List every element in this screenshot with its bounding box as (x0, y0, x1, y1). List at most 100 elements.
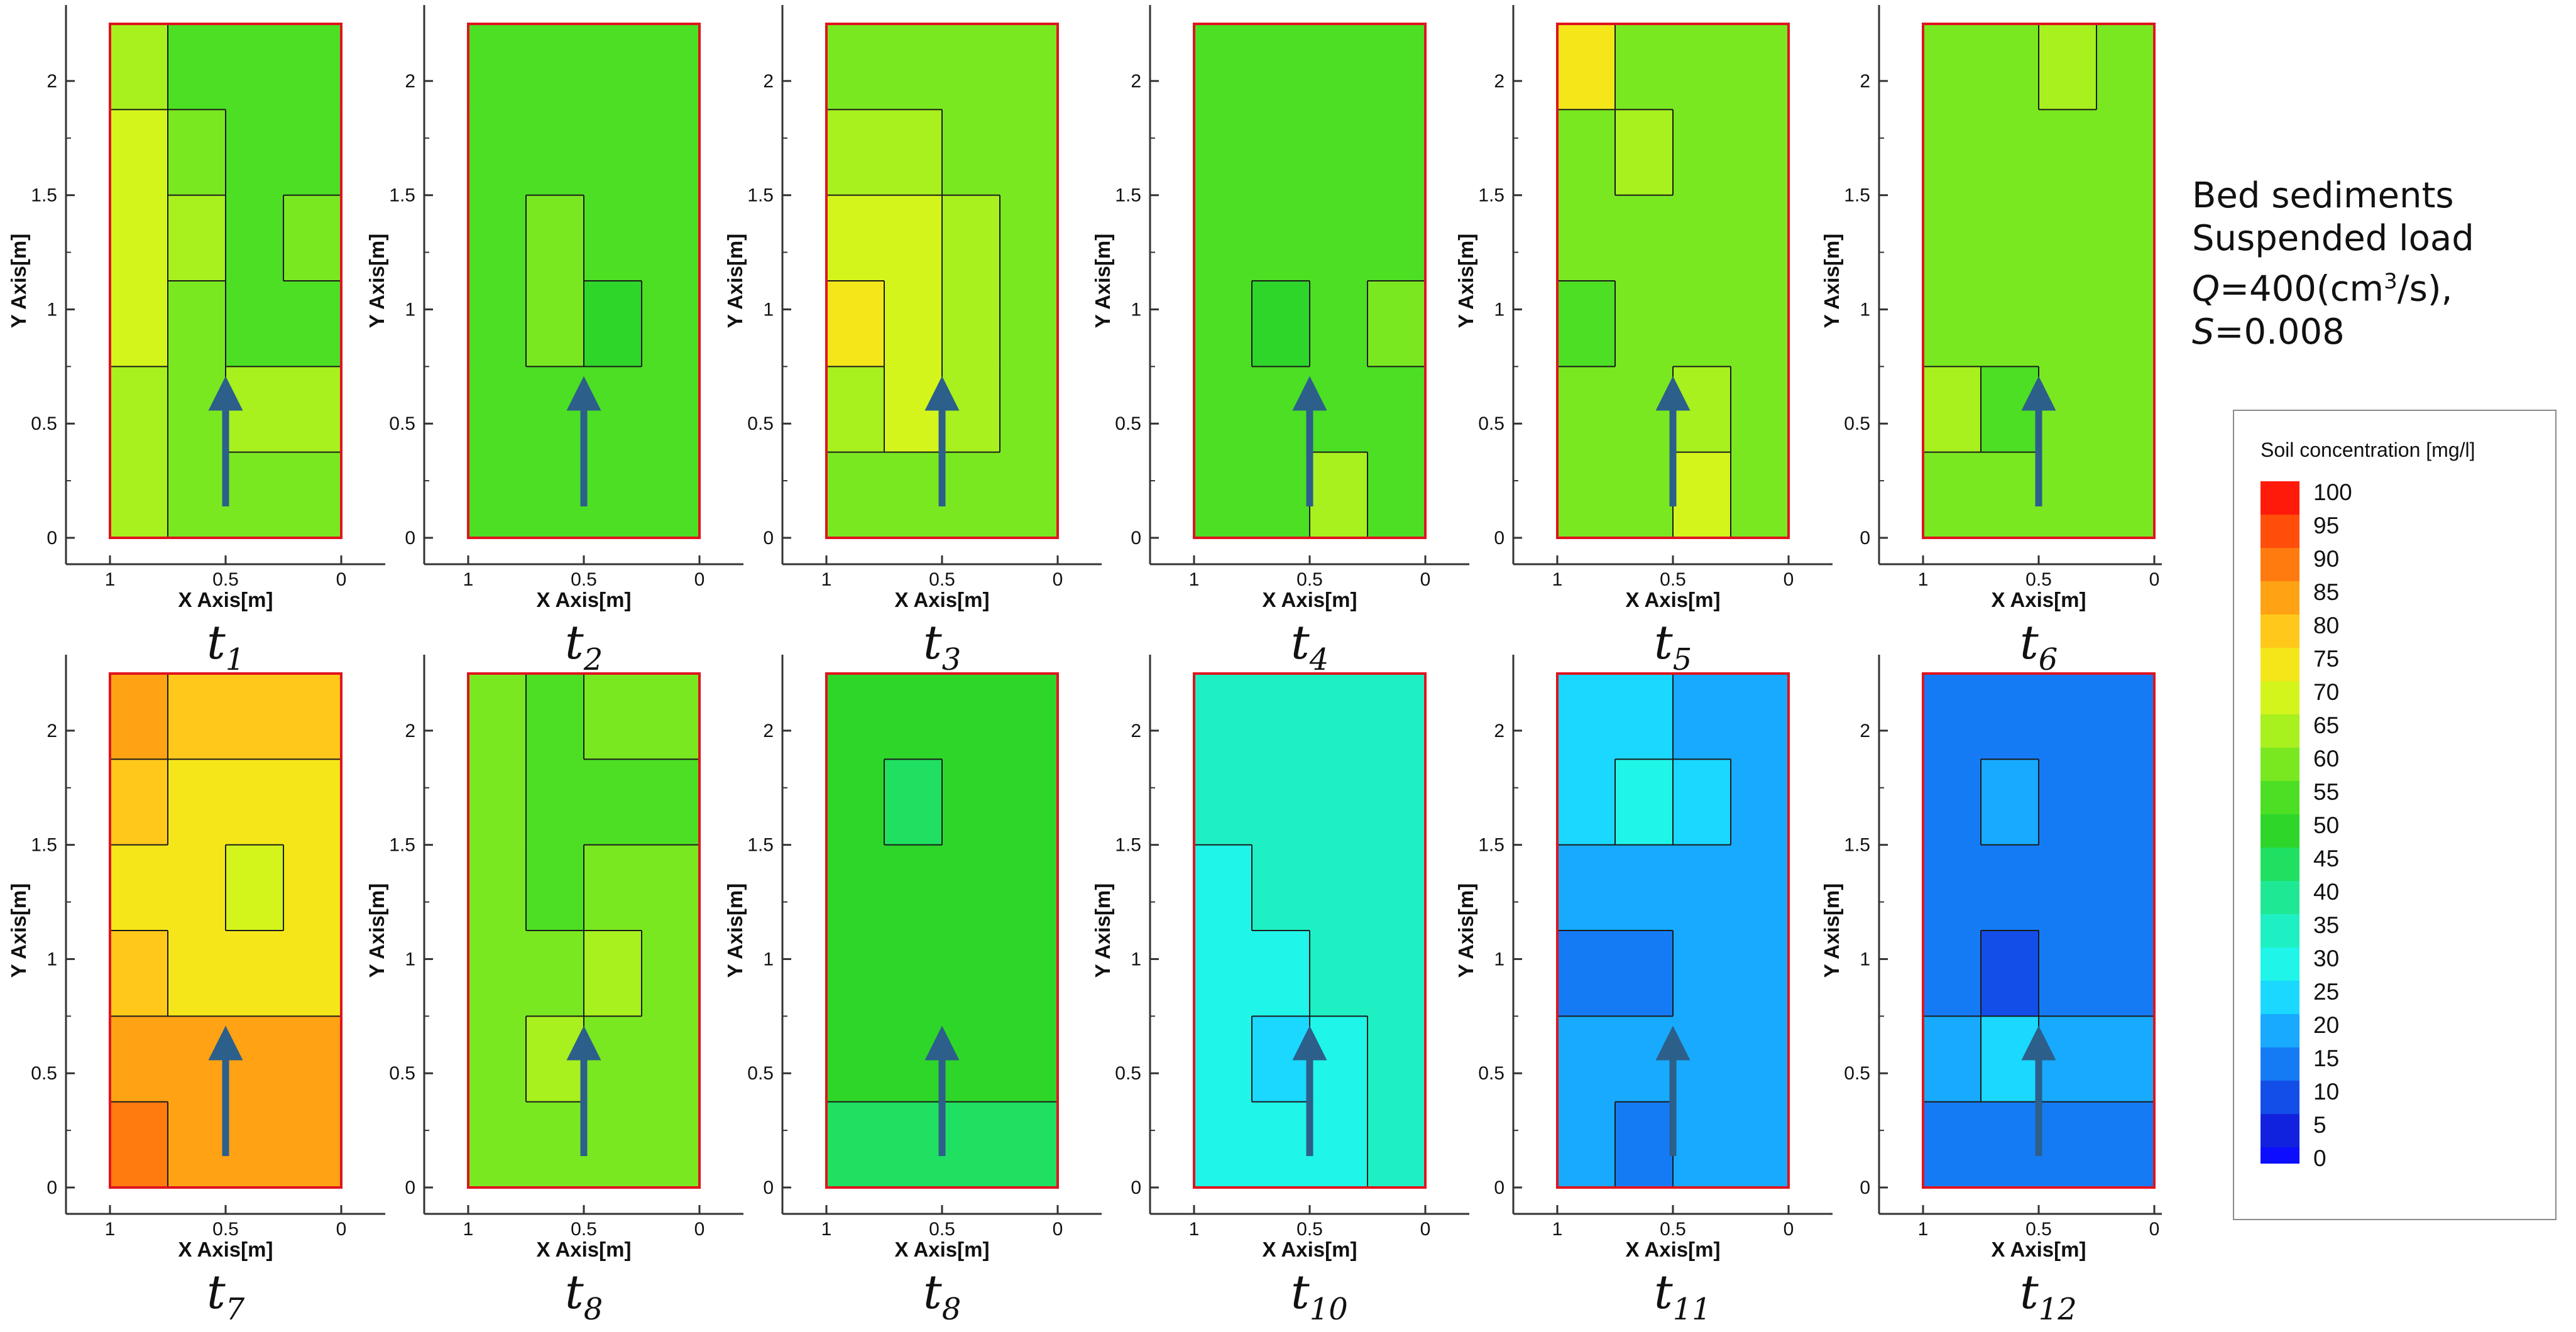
contour-cell (2039, 844, 2097, 931)
colorbar-swatch-20 (2261, 1014, 2299, 1048)
contour-cell (1981, 366, 2039, 453)
y-tick-label: 2 (405, 721, 415, 741)
y-tick-label: 0 (47, 528, 57, 549)
contour-cell (884, 931, 943, 1017)
contour-cell (1981, 1016, 2039, 1103)
panel-time-subscript: 10 (1310, 1292, 1348, 1327)
contour-cell (942, 452, 1000, 538)
panel-time-subscript: 5 (1673, 642, 1692, 677)
contour-cell (226, 24, 284, 110)
contour-figure: 00.511.521 0.5 0X Axis[m]Y Axis[m]t100.511… (7, 5, 2162, 1327)
discharge-exponent: 3 (2384, 269, 2398, 294)
contour-cell (1615, 674, 1674, 760)
contour-cell (1923, 24, 1981, 110)
contour-cell (1252, 844, 1310, 931)
contour-cell (1557, 109, 1616, 196)
contour-cell (226, 1016, 284, 1103)
contour-cell (283, 1016, 342, 1103)
y-tick-label: 2 (1494, 721, 1504, 741)
contour-cell (1923, 844, 1981, 931)
colorbar-tick-label: 85 (2313, 579, 2340, 605)
panel-8: 0 0.5 1 1.5 2 1 0.5 0 X Axis[m] Y Axis[m] t8 (365, 655, 743, 1327)
x-tick-label: 0.5 (212, 1219, 239, 1240)
contour-cell (1923, 109, 1981, 196)
contour-cell (1615, 844, 1674, 931)
x-tick-label: 1 (1189, 569, 1200, 590)
contour-cell (1310, 759, 1368, 846)
contour-cell (884, 452, 943, 538)
contour-cell (2039, 931, 2097, 1017)
x-tick-label: 0 (1784, 569, 1794, 590)
domain-border (109, 672, 343, 1189)
contour-cell (283, 24, 342, 110)
contour-cell (1731, 366, 1789, 453)
y-tick-label: 0 (1494, 1177, 1504, 1198)
contour-cell (1673, 109, 1731, 196)
y-tick-label: 1.5 (389, 185, 415, 206)
contour-cell (168, 24, 226, 110)
y-tick-label: 1 (1860, 949, 1870, 969)
x-tick-label: 0.5 (1296, 1219, 1323, 1240)
x-tick-label: 1 (821, 1219, 832, 1240)
contour-cell (1923, 931, 1981, 1017)
contour-cell (826, 844, 885, 931)
panel-time-label: t8 (565, 1265, 603, 1327)
contour-cell (1000, 452, 1058, 538)
panel-time-subscript: 8 (942, 1292, 962, 1327)
panel-time-subscript: 7 (226, 1292, 245, 1327)
contour-cell (526, 1101, 584, 1188)
y-tick-label: 0 (1131, 1177, 1141, 1198)
contour-cell (1673, 844, 1731, 931)
panel-4: 0 0.5 1 1.5 2 1 0.5 0 X Axis[m] Y Axis[m] t4 (1091, 5, 1469, 677)
discharge-unit: /s), (2397, 268, 2453, 310)
contour-cell (1194, 366, 1252, 453)
contour-cell (168, 366, 226, 453)
x-tick-label: 0.5 (1660, 569, 1686, 590)
y-tick-label: 0 (763, 528, 774, 549)
x-tick-label: 0.5 (571, 1219, 597, 1240)
contour-cell (226, 931, 284, 1017)
colorbar-swatch-10 (2261, 1081, 2299, 1115)
y-tick-label: 2 (47, 721, 57, 741)
contour-cell (1367, 195, 1426, 281)
contour-cell (1673, 1101, 1731, 1188)
y-tick-label: 1.5 (1115, 835, 1141, 856)
panel-10: 0 0.5 1 1.5 2 1 0.5 0 X Axis[m] Y Axis[m] t10 (1091, 655, 1469, 1327)
colorbar-tick-label: 55 (2313, 779, 2340, 805)
contour-cell (584, 452, 642, 538)
contour-cell (283, 1101, 342, 1188)
contour-cell (1981, 1101, 2039, 1188)
x-tick-label: 1 (105, 1219, 116, 1240)
y-tick-label: 2 (1131, 721, 1141, 741)
x-tick-label: 1 (1918, 1219, 1929, 1240)
x-tick-label: 0.5 (1296, 569, 1323, 590)
contour-cell (1252, 366, 1310, 453)
panel-time-label: t5 (1654, 616, 1692, 677)
contour-cell (584, 674, 642, 760)
contour-cell (826, 281, 885, 367)
colorbar-tick-label: 95 (2313, 513, 2340, 538)
panel-7: 0 0.5 1 1.5 2 1 0.5 0 X Axis[m] Y Axis[m] t7 (7, 655, 385, 1327)
contour-cell (884, 24, 943, 110)
slope-label: S=0.008 (2192, 311, 2474, 354)
y-tick-label: 1.5 (389, 835, 415, 856)
contour-cell (942, 674, 1000, 760)
contour-cell (884, 195, 943, 281)
y-tick-label: 2 (1494, 71, 1504, 92)
contour-cell (1000, 109, 1058, 196)
contour-cell (1000, 1016, 1058, 1103)
panel-time-label: t6 (2020, 616, 2058, 677)
contour-cell (1252, 1101, 1310, 1188)
contour-cell (1310, 1101, 1368, 1188)
contour-cell (1615, 1101, 1674, 1188)
colorbar-swatch-55 (2261, 781, 2299, 815)
contour-cell (1252, 452, 1310, 538)
contour-cell (283, 452, 342, 538)
contour-cell (2096, 844, 2155, 931)
contour-cell (1194, 452, 1252, 538)
contour-cell (526, 195, 584, 281)
contour-cell (1000, 759, 1058, 846)
y-tick-label: 1 (1131, 949, 1141, 969)
x-axis-title: X Axis[m] (895, 588, 990, 611)
contour-cell (1923, 195, 1981, 281)
